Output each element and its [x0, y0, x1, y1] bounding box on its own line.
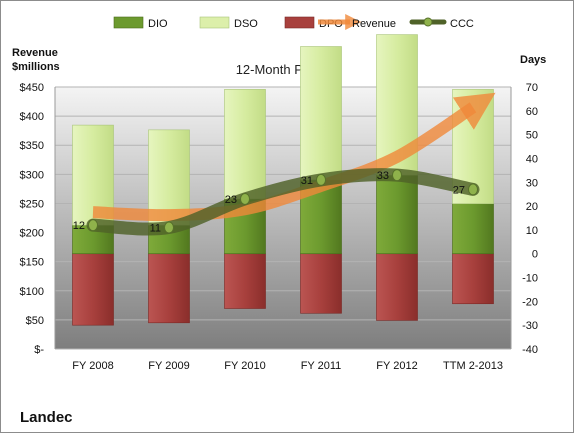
- right-tick-label: 50: [526, 130, 538, 142]
- legend-label-ccc: CCC: [450, 18, 474, 30]
- left-tick-label: $100: [20, 286, 44, 298]
- bar-dso: [300, 46, 342, 181]
- bar-dso: [224, 89, 266, 200]
- legend-label-revenue: Revenue: [352, 18, 396, 30]
- ccc-line: [86, 168, 480, 236]
- right-tick-label: 70: [526, 82, 538, 94]
- right-tick-label: 0: [532, 249, 538, 261]
- ccc-point: [392, 169, 402, 182]
- right-tick-label: 10: [526, 225, 538, 237]
- right-tick-label: -40: [522, 344, 538, 356]
- ccc-point: [316, 173, 326, 186]
- left-tick-label: $-: [34, 344, 44, 356]
- bar-dpo: [452, 253, 494, 305]
- left-tick-label: $250: [20, 198, 44, 210]
- ccc-point: [164, 221, 174, 234]
- category-labels: FY 2008 FY 2009 FY 2010 FY 2011 FY 2012 TTM 2…: [72, 360, 503, 372]
- bar-dio: [452, 203, 494, 255]
- right-axis-label: Days: [520, 54, 546, 66]
- ccc-data-label: 11: [150, 223, 161, 235]
- category-label: FY 2011: [301, 360, 342, 372]
- right-tick-label: 20: [526, 201, 538, 213]
- left-tick-label: $200: [20, 228, 44, 240]
- right-tick-label: -30: [522, 320, 538, 332]
- revenue-line: [92, 92, 496, 222]
- bar-dpo: [72, 253, 114, 326]
- category-label: FY 2008: [72, 360, 113, 372]
- left-axis-label-line1: Revenue: [12, 47, 58, 59]
- bar-dpo: [148, 253, 190, 324]
- ccc-data-label: 31: [301, 175, 313, 187]
- legend-label-dso: DSO: [234, 18, 258, 30]
- ccc-point: [240, 192, 250, 205]
- left-tick-label: $300: [20, 169, 44, 181]
- ccc-data-label: 33: [377, 170, 389, 182]
- left-tick-label: $350: [20, 140, 44, 152]
- right-tick-label: 60: [526, 106, 538, 118]
- left-tick-label: $50: [26, 315, 44, 327]
- legend-swatch-dio: [113, 16, 144, 29]
- right-tick-label: -20: [522, 296, 538, 308]
- legend-label-dio: DIO: [148, 18, 168, 30]
- ccc-point: [88, 219, 98, 232]
- revenue-series: [92, 92, 496, 222]
- bar-dpo: [376, 253, 418, 321]
- left-axis-label-line2: $millions: [12, 61, 60, 73]
- right-tick-label: -10: [522, 273, 538, 285]
- company-name: Landec: [20, 409, 73, 426]
- left-tick-label: $150: [20, 257, 44, 269]
- legend: DIO DSO DPO Revenue CCC: [113, 13, 474, 31]
- category-label: FY 2009: [148, 360, 189, 372]
- ccc-data-label: 27: [453, 184, 465, 196]
- legend-marker-ccc: [423, 17, 433, 27]
- ccc-series: 12 11 23 31 33 27: [73, 168, 480, 236]
- ccc-data-label: 23: [225, 194, 237, 206]
- right-tick-label: 40: [526, 153, 538, 165]
- ccc-point: [468, 183, 478, 196]
- bar-dpo: [300, 253, 342, 314]
- legend-swatch-dso: [199, 16, 230, 29]
- left-axis-ticks: $- $50 $100 $150 $200 $250 $300 $350 $400 $450: [20, 82, 45, 356]
- right-tick-label: 30: [526, 177, 538, 189]
- category-label: FY 2010: [224, 360, 265, 372]
- left-tick-label: $450: [20, 82, 44, 94]
- ccc-data-label: 12: [73, 220, 85, 232]
- bar-dio: [376, 174, 418, 255]
- category-label: TTM 2-2013: [443, 360, 503, 372]
- legend-swatch-dpo: [284, 16, 315, 29]
- bar-dpo: [224, 253, 266, 309]
- right-axis-ticks: -40 -30 -20 -10 0 10 20 30 40 50 60 70: [522, 82, 538, 356]
- left-tick-label: $400: [20, 111, 44, 123]
- category-label: FY 2012: [376, 360, 417, 372]
